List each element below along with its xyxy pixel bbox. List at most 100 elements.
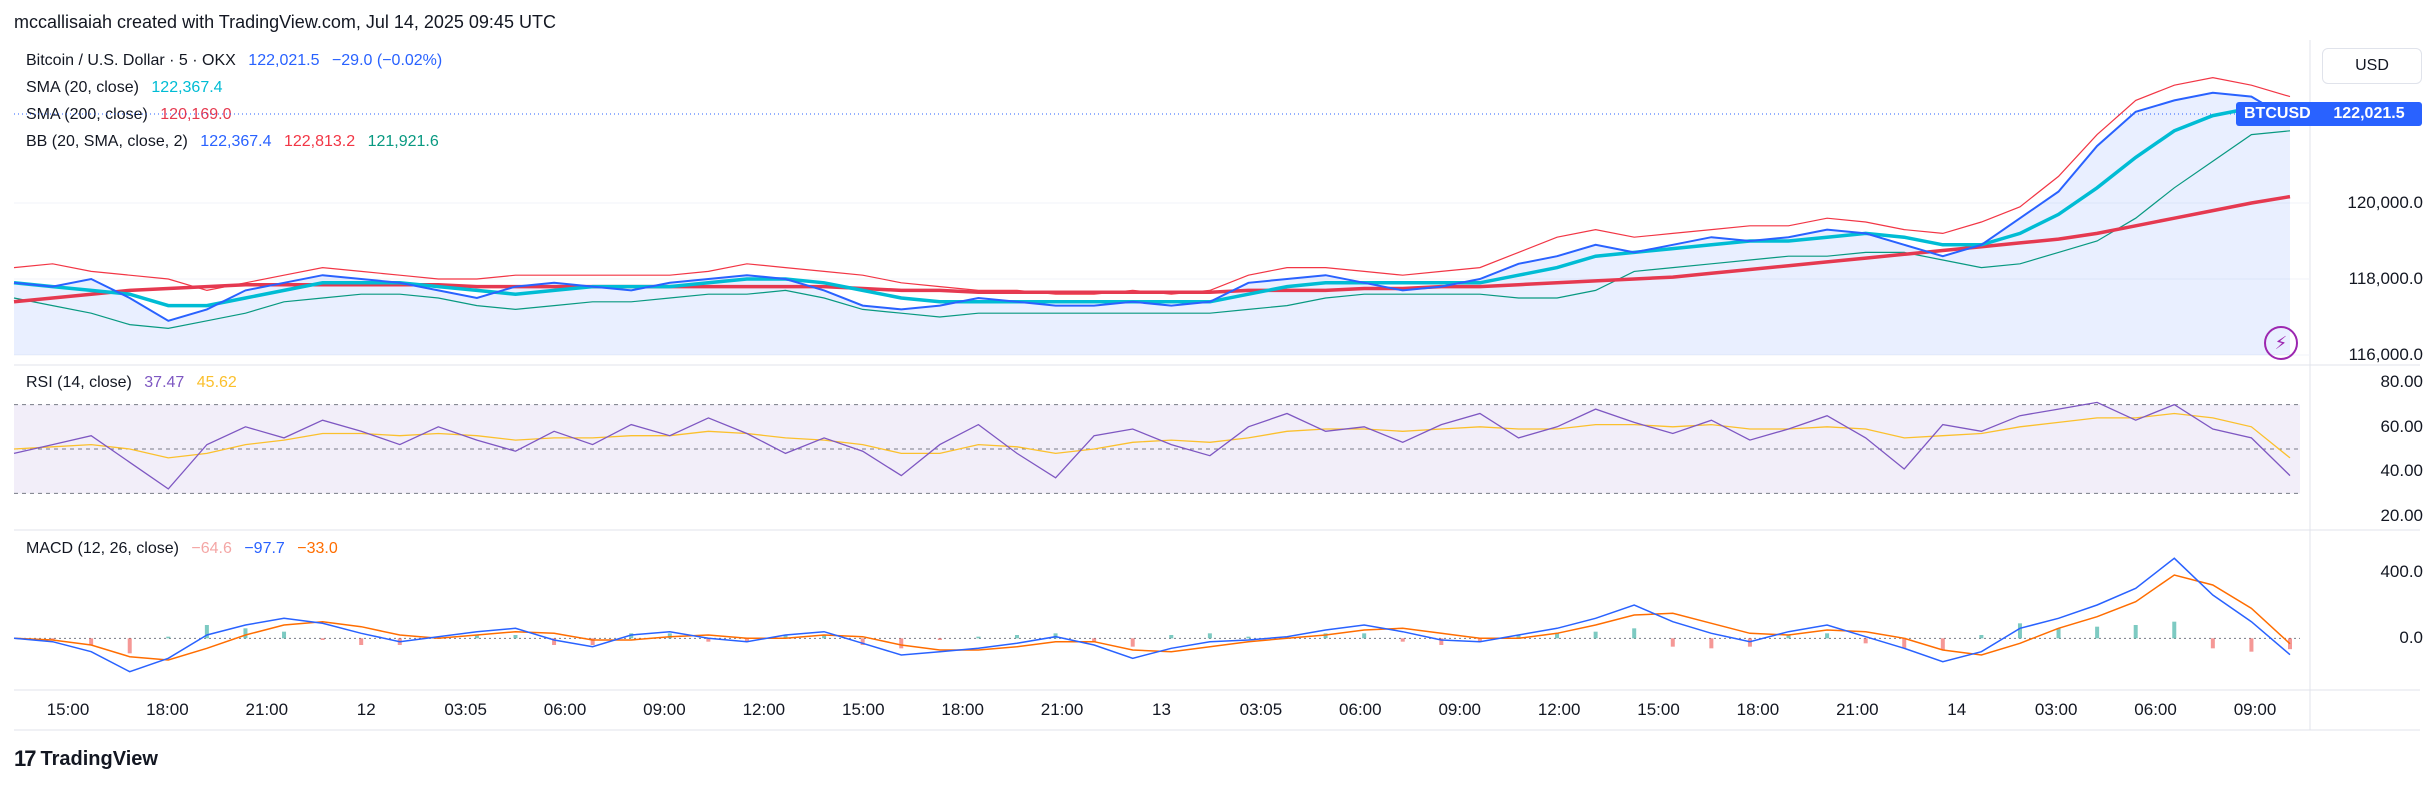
- macd-hist-bar: [89, 638, 94, 645]
- time-axis-label: 21:00: [1040, 700, 1084, 719]
- time-axis-label: 12: [356, 700, 376, 719]
- time-axis-label: 03:05: [1239, 700, 1283, 719]
- symbol-title: Bitcoin / U.S. Dollar · 5 · OKX: [26, 52, 236, 69]
- macd-hist-bar: [1902, 638, 1907, 649]
- macd-hist-bar: [1786, 635, 1791, 639]
- macd-legend[interactable]: MACD (12, 26, close) −64.6 −97.7 −33.0: [26, 540, 346, 558]
- macd-hist-bar: [1400, 638, 1405, 642]
- rsi-band-fill: [14, 404, 2300, 494]
- macd-hist-bar: [1439, 638, 1444, 645]
- macd-hist-bar: [1593, 631, 1598, 639]
- bb-legend[interactable]: BB (20, SMA, close, 2) 122,367.4 122,813…: [26, 133, 447, 151]
- macd-hist-bar: [629, 633, 634, 639]
- macd-hist-bar: [436, 636, 441, 639]
- macd-hist-bar: [706, 638, 711, 642]
- rsi-label: RSI (14, close): [26, 374, 132, 391]
- symbol-tag: BTCUSD: [2236, 102, 2319, 126]
- time-axis-label: 06:00: [2134, 700, 2177, 719]
- macd-hist-bar: [2249, 638, 2254, 652]
- macd-hist-bar: [667, 633, 672, 639]
- macd-hist-bar: [1285, 636, 1290, 639]
- macd-value: −97.7: [244, 540, 285, 557]
- time-axis-label: 18:00: [941, 700, 984, 719]
- macd-hist-bar: [1825, 633, 1830, 639]
- macd-hist-bar: [282, 631, 287, 639]
- rsi-ma-line: [13, 412, 2291, 459]
- macd-hist-bar: [2210, 638, 2215, 649]
- lightning-icon[interactable]: ⚡: [2264, 326, 2298, 360]
- macd-hist-bar: [1053, 633, 1058, 639]
- price-area-fill: [14, 92, 2290, 356]
- macd-hist-bar: [127, 638, 132, 654]
- price-axis-label: 116,000.0: [2348, 345, 2423, 364]
- time-axis-label: 15:00: [46, 700, 90, 719]
- macd-hist-bar: [937, 638, 942, 640]
- time-axis-label: 09:00: [2233, 700, 2277, 719]
- time-axis-label: 06:00: [1339, 700, 1382, 719]
- macd-hist-bar: [1747, 638, 1752, 647]
- time-axis-label: 21:00: [245, 700, 289, 719]
- macd-axis-label: 0.0: [2399, 628, 2423, 648]
- macd-hist-bar: [1207, 633, 1212, 639]
- macd-hist-bar: [1555, 633, 1560, 639]
- time-axis-label: 15:00: [841, 700, 885, 719]
- macd-hist-bar: [50, 638, 55, 640]
- sma20-value: 122,367.4: [151, 79, 223, 96]
- rsi-axis-label: 60.00: [2380, 416, 2423, 436]
- macd-hist-bar: [1323, 633, 1328, 639]
- macd-hist-bar: [1516, 635, 1521, 639]
- tradingview-logo-mark: 17: [14, 746, 37, 771]
- macd-hist-bar: [204, 625, 209, 639]
- macd-signal-line: [13, 574, 2291, 661]
- bb-upper: 122,813.2: [283, 133, 356, 150]
- time-axis-label: 12:00: [1537, 700, 1581, 719]
- macd-line: [13, 557, 2291, 673]
- macd-hist-bar: [1670, 638, 1675, 647]
- macd-hist-bar: [2017, 623, 2022, 639]
- macd-hist-bar: [552, 638, 557, 645]
- time-axis-label: 09:00: [643, 700, 686, 719]
- rsi-axis-label: 20.00: [2380, 505, 2423, 525]
- currency-selector[interactable]: USD: [2322, 48, 2422, 84]
- last-price-tag: 122,021.5: [2316, 102, 2422, 126]
- time-axis-label: 13: [1152, 700, 1171, 719]
- macd-hist-bar: [1092, 638, 1097, 642]
- rsi-value: 37.47: [144, 374, 185, 391]
- time-axis-label: 21:00: [1836, 700, 1879, 719]
- time-axis-label: 14: [1947, 700, 1967, 719]
- time-axis-label: 03:05: [444, 700, 487, 719]
- macd-signal-value: −33.0: [297, 540, 338, 557]
- sma200-line: [13, 194, 2291, 304]
- time-axis-label: 03:00: [2034, 700, 2078, 719]
- tradingview-logo[interactable]: 17 TradingView: [14, 746, 158, 772]
- macd-hist-bar: [590, 638, 595, 645]
- time-axis-label: 18:00: [1736, 700, 1780, 719]
- macd-hist-bar: [1246, 636, 1251, 639]
- macd-hist-bar: [2095, 626, 2100, 639]
- macd-hist-bar: [1169, 635, 1174, 639]
- macd-hist-bar: [359, 638, 364, 645]
- macd-hist-bar: [2133, 625, 2138, 639]
- macd-hist-bar: [1477, 638, 1482, 642]
- rsi-line: [13, 401, 2291, 490]
- macd-hist-bar: [513, 635, 518, 639]
- sma20-legend[interactable]: SMA (20, close) 122,367.4: [26, 79, 231, 97]
- rsi-ma-value: 45.62: [196, 374, 237, 391]
- price-line: [13, 91, 2291, 322]
- macd-hist-bar: [166, 636, 171, 639]
- macd-hist-value: −64.6: [191, 540, 232, 557]
- rsi-legend[interactable]: RSI (14, close) 37.47 45.62: [26, 374, 245, 392]
- rsi-axis-label: 40.00: [2380, 461, 2423, 481]
- macd-hist-bar: [860, 638, 865, 645]
- time-axis-label: 18:00: [146, 700, 189, 719]
- time-axis-label: 06:00: [543, 700, 587, 719]
- macd-hist-bar: [783, 635, 788, 639]
- tradingview-logo-text: TradingView: [40, 747, 158, 770]
- macd-hist-bar: [2056, 628, 2061, 639]
- bb-label: BB (20, SMA, close, 2): [26, 133, 188, 150]
- macd-hist-bar: [320, 638, 325, 640]
- macd-hist-bar: [1130, 638, 1135, 647]
- macd-hist-bar: [1632, 628, 1637, 639]
- symbol-legend[interactable]: Bitcoin / U.S. Dollar · 5 · OKX 122,021.…: [26, 52, 450, 70]
